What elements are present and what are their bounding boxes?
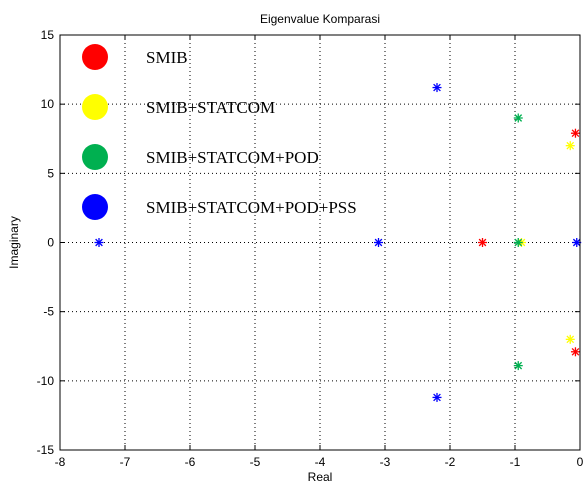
y-tick-label: 15 <box>41 28 55 42</box>
data-point <box>513 113 523 123</box>
x-tick-label: -1 <box>510 455 521 469</box>
data-point <box>565 141 575 151</box>
data-point <box>513 238 523 247</box>
legend-label: SMIB+STATCOM+POD+PSS <box>146 198 357 217</box>
data-point <box>570 128 580 138</box>
x-tick-label: -5 <box>250 455 261 469</box>
y-tick-label: 10 <box>41 97 55 111</box>
grid <box>60 35 580 450</box>
data-point <box>432 83 442 93</box>
y-tick-label: -5 <box>43 305 54 319</box>
y-tick-label: 5 <box>47 166 54 180</box>
data-point <box>478 238 487 247</box>
data-point-stroke <box>433 83 441 92</box>
legend-marker <box>82 44 108 70</box>
x-tick-label: -8 <box>55 455 66 469</box>
y-tick-label: -15 <box>37 443 55 457</box>
data-point <box>432 392 442 402</box>
legend-label: SMIB+STATCOM+POD <box>146 148 319 167</box>
data-point-stroke <box>95 238 103 247</box>
y-tick-label: -10 <box>37 374 55 388</box>
x-tick-label: -4 <box>315 455 326 469</box>
data-point-stroke <box>433 393 441 402</box>
data-point <box>570 347 580 357</box>
y-tick-label: 0 <box>47 236 54 250</box>
x-tick-label: 0 <box>577 455 583 469</box>
data-point-stroke <box>514 361 523 370</box>
data-point-stroke <box>374 238 383 247</box>
data-point-stroke <box>514 238 523 247</box>
legend-label: SMIB+STATCOM <box>146 98 275 117</box>
plot-border <box>59 34 581 451</box>
x-axis-label: Real <box>308 470 333 484</box>
data-point <box>94 238 104 247</box>
data-points <box>94 83 582 402</box>
y-axis-label: Imaginary <box>7 216 21 269</box>
data-point <box>565 334 575 344</box>
legend-marker <box>82 94 108 120</box>
legend: SMIB SMIB+STATCOM SMIB+STATCOM+POD SMIB+STA… <box>82 44 357 220</box>
data-point-stroke <box>571 347 580 356</box>
data-point <box>513 361 523 371</box>
data-point <box>374 238 383 247</box>
x-tick-label: -7 <box>120 455 131 469</box>
data-point-stroke <box>478 238 487 247</box>
data-point-stroke <box>566 335 575 344</box>
data-point <box>572 238 582 247</box>
data-point-stroke <box>566 141 575 150</box>
data-point-stroke <box>572 238 581 247</box>
legend-marker <box>82 194 108 220</box>
x-tick-label: -2 <box>445 455 456 469</box>
legend-marker <box>82 144 108 170</box>
legend-label: SMIB <box>146 48 188 67</box>
x-tick-label: -3 <box>380 455 391 469</box>
x-tick-label: -6 <box>185 455 196 469</box>
data-point-stroke <box>514 114 523 122</box>
data-point-stroke <box>571 129 580 138</box>
chart-title: Eigenvalue Komparasi <box>260 12 380 26</box>
